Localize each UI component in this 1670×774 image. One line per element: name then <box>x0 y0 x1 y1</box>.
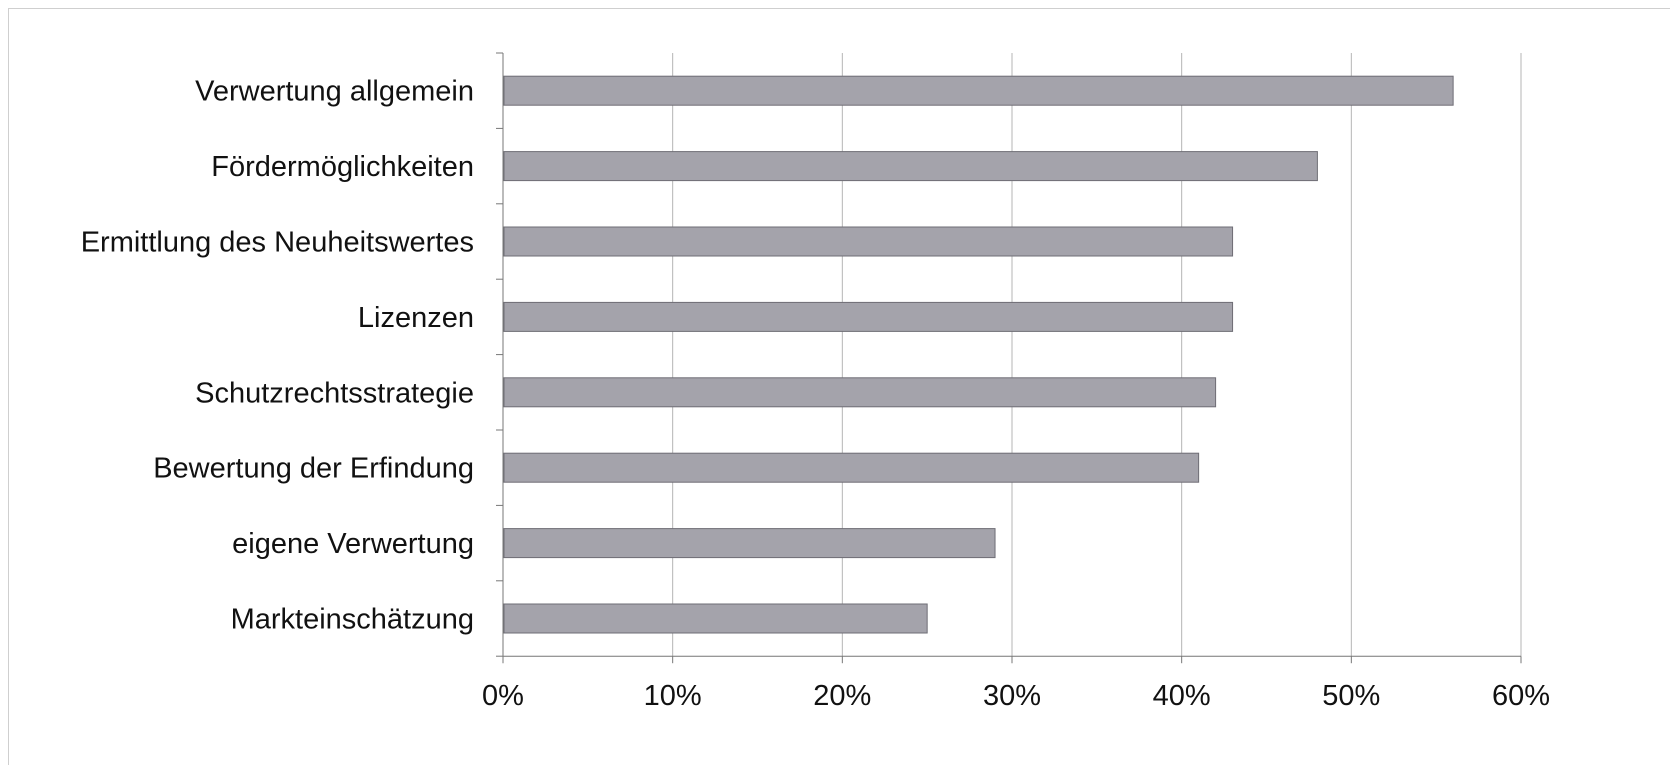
x-tick-label: 60% <box>1492 680 1550 712</box>
bar <box>504 453 1199 482</box>
category-label: eigene Verwertung <box>232 528 474 560</box>
gridlines <box>673 53 1521 656</box>
x-tick-label: 0% <box>482 680 524 712</box>
category-label: Schutzrechtsstrategie <box>195 377 474 409</box>
category-label: Markteinschätzung <box>231 604 474 636</box>
x-tick-label: 30% <box>983 680 1041 712</box>
bar <box>504 604 927 633</box>
x-tick-label: 20% <box>813 680 871 712</box>
category-label: Verwertung allgemein <box>195 76 474 108</box>
category-label: Lizenzen <box>358 302 474 334</box>
bar <box>504 227 1233 256</box>
axes <box>496 53 1521 663</box>
category-labels: Verwertung allgemein Fördermöglichkeiten E… <box>81 76 474 636</box>
x-tick-label: 10% <box>644 680 702 712</box>
chart-frame: Verwertung allgemein Fördermöglichkeiten E… <box>8 8 1670 765</box>
bars <box>504 76 1453 633</box>
bar <box>504 152 1317 181</box>
bar <box>504 378 1216 407</box>
category-label: Bewertung der Erfindung <box>153 453 474 485</box>
x-tick-label: 40% <box>1153 680 1211 712</box>
x-tick-labels: 0% 10% 20% 30% 40% 50% 60% <box>482 680 1550 712</box>
category-label: Fördermöglichkeiten <box>211 151 474 183</box>
x-tick-label: 50% <box>1322 680 1380 712</box>
bar <box>504 529 995 558</box>
bar-chart: Verwertung allgemein Fördermöglichkeiten E… <box>9 9 1670 774</box>
bar <box>504 76 1453 105</box>
bar <box>504 302 1233 331</box>
category-label: Ermittlung des Neuheitswertes <box>81 227 474 259</box>
